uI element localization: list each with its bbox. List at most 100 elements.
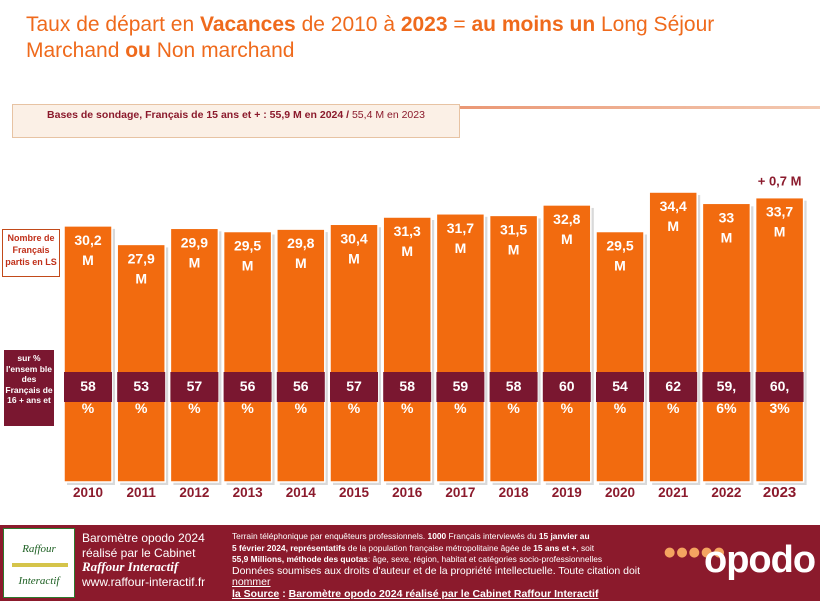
bar-2016 <box>382 216 432 483</box>
value-unit-2020: M <box>614 258 626 274</box>
percentage-unit-2022: 6% <box>716 400 737 416</box>
percentage-unit-2012: % <box>188 400 201 416</box>
year-label-2019: 2019 <box>552 485 582 500</box>
value-label-2021: 34,4 <box>660 198 687 214</box>
percentage-band-2019 <box>542 372 591 402</box>
year-label-2020: 2020 <box>605 485 635 500</box>
title-part: Marchand <box>26 39 126 62</box>
title-line-2: Marchand ou Non marchand <box>26 38 816 64</box>
percentage-band-2018 <box>489 372 538 402</box>
title-part-bold: 2023 <box>400 13 448 36</box>
bar-2011 <box>116 243 166 483</box>
year-label-2018: 2018 <box>499 485 530 500</box>
baro-line-cabinet: Raffour Interactif <box>82 559 179 574</box>
percentage-band-2015 <box>330 372 378 402</box>
percentage-unit-2020: % <box>614 400 627 416</box>
title-part: Long Séjour <box>595 13 715 36</box>
value-unit-2017: M <box>455 240 467 256</box>
year-label-2015: 2015 <box>339 485 370 500</box>
annotation-label: + 0,7 M <box>758 174 802 189</box>
value-label-2013: 29,5 <box>234 238 261 254</box>
value-label-2022: 33 <box>719 209 735 225</box>
logo-text-top: Raffour <box>22 543 56 555</box>
value-unit-2011: M <box>135 270 147 286</box>
value-label-2018: 31,5 <box>500 221 527 237</box>
percentage-unit-2018: % <box>507 400 520 416</box>
percentage-unit-2011: % <box>135 400 148 416</box>
terrain-text: 15 janvier au <box>538 531 590 541</box>
terrain-text: Terrain téléphonique par enquêteurs prof… <box>232 531 428 541</box>
percentage-label-2022: 59, <box>717 378 736 394</box>
value-label-2019: 32,8 <box>553 211 580 227</box>
percentage-label-2012: 57 <box>187 378 203 394</box>
bar-2023 <box>754 196 805 483</box>
value-label-2015: 30,4 <box>340 230 367 246</box>
percentage-unit-2017: % <box>454 400 467 416</box>
baro-line: réalisé par le Cabinet <box>82 545 196 560</box>
percentage-label-2016: 58 <box>399 378 415 394</box>
percentage-unit-2014: % <box>295 400 308 416</box>
title-part-bold: au moins un <box>471 13 596 36</box>
terrain-text: 55,9 Millions, méthode des quotas <box>232 554 368 564</box>
terrain-text: : âge, sexe, région, habitat et catégori… <box>367 554 603 564</box>
percentage-label-2014: 56 <box>293 378 309 394</box>
logo-stripe <box>12 563 68 567</box>
count-label: Nombre de Français partis en LS <box>2 229 60 277</box>
percentage-band-2017 <box>436 372 485 402</box>
value-unit-2010: M <box>82 252 94 268</box>
percentage-unit-2016: % <box>401 400 414 416</box>
value-unit-2019: M <box>561 231 573 247</box>
logo-text-bottom: Interactif <box>18 575 60 587</box>
terrain-text: 15 ans et + <box>533 542 577 553</box>
percentage-band-2016 <box>383 372 432 402</box>
baro-website: www.raffour-interactif.fr <box>82 574 206 589</box>
percentage-unit-2010: % <box>82 400 95 416</box>
year-label-2012: 2012 <box>179 485 209 500</box>
methodology-note: Terrain téléphonique par enquêteurs prof… <box>232 531 652 600</box>
bar-2015 <box>329 223 379 483</box>
year-label-2016: 2016 <box>392 485 423 500</box>
barometer-credit: Baromètre opodo 2024 réalisé par le Cabi… <box>82 531 230 589</box>
value-label-2012: 29,9 <box>181 234 208 250</box>
value-label-2011: 27,9 <box>128 250 155 266</box>
percentage-label-2023: 60, <box>770 378 789 394</box>
percentage-label-2017: 59 <box>453 378 469 394</box>
bar-2013 <box>222 230 273 483</box>
terrain-text: nommer <box>232 576 271 588</box>
terrain-text: : <box>279 587 289 600</box>
year-label-2010: 2010 <box>73 485 103 500</box>
value-unit-2016: M <box>401 243 413 259</box>
footer: Raffour Interactif Baromètre opodo 2024 … <box>0 525 820 601</box>
percentage-label-2013: 56 <box>240 378 256 394</box>
percentage-band-2020 <box>596 372 644 402</box>
percentage-label-2011: 53 <box>133 378 149 394</box>
year-label-2017: 2017 <box>445 485 475 500</box>
value-label-2014: 29,8 <box>287 235 314 251</box>
value-unit-2015: M <box>348 250 360 266</box>
terrain-line: la Source : Baromètre opodo 2024 réalisé… <box>232 587 652 601</box>
terrain-text: , représentatifs <box>285 542 346 553</box>
value-unit-2014: M <box>295 255 307 271</box>
percentage-label-2021: 62 <box>665 378 681 394</box>
year-label-2011: 2011 <box>127 485 157 500</box>
title-part: de 2010 à <box>295 13 401 36</box>
opodo-wordmark: opodo <box>704 539 816 581</box>
percentage-band-2012 <box>170 372 219 402</box>
percentage-label-2018: 58 <box>506 378 522 394</box>
title-part: Non marchand <box>150 39 295 62</box>
value-label-2010: 30,2 <box>74 232 101 248</box>
percentage-label-2015: 57 <box>346 378 362 394</box>
opodo-logo: ●●●●● opodo <box>660 537 820 587</box>
percentage-band-2010 <box>64 372 112 402</box>
bar-chart: 30,2 M 58% 2010 27,9 M 53% 2011 29,9 M 57% 2012 29,5… <box>63 174 807 501</box>
terrain-text: Toute citation doit <box>558 564 641 577</box>
terrain-text: de la population française métropolitain… <box>345 542 534 553</box>
percentage-band-2023 <box>755 372 804 402</box>
value-label-2016: 31,3 <box>394 223 421 239</box>
percentage-band-2011 <box>117 372 166 402</box>
percentage-band-2014 <box>276 372 325 402</box>
bar-2017 <box>435 213 486 483</box>
title-part: Taux de départ en <box>26 13 200 36</box>
percentage-unit-2023: 3% <box>769 400 790 416</box>
year-label-2013: 2013 <box>233 485 264 500</box>
